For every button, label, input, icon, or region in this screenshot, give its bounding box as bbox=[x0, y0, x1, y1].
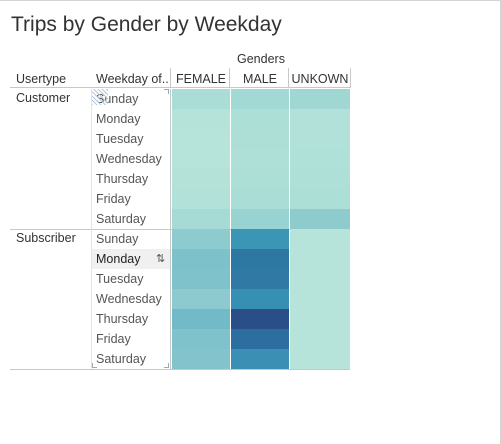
weekday-label[interactable]: Wednesday bbox=[96, 152, 162, 166]
heatmap-cell[interactable] bbox=[231, 129, 289, 149]
row-header-weekday[interactable]: Weekday of.. bbox=[96, 72, 169, 86]
header-col-sep-2 bbox=[229, 68, 230, 88]
heatmap-cell[interactable] bbox=[231, 309, 289, 329]
heatmap-cell[interactable] bbox=[290, 189, 350, 209]
heatmap-cell[interactable] bbox=[172, 169, 230, 189]
weekday-column-edge bbox=[91, 89, 92, 229]
heatmap-cell[interactable] bbox=[290, 129, 350, 149]
heatmap-cell[interactable] bbox=[231, 249, 289, 269]
column-header-unkown[interactable]: UNKOWN bbox=[290, 72, 350, 86]
heatmap-cell[interactable] bbox=[231, 89, 289, 109]
group-label-customer[interactable]: Customer bbox=[16, 91, 70, 105]
frame-top-border bbox=[0, 0, 500, 1]
weekday-label[interactable]: Friday bbox=[96, 192, 131, 206]
heatmap-cell[interactable] bbox=[172, 149, 230, 169]
heatmap-cell[interactable] bbox=[172, 269, 230, 289]
column-header-female[interactable]: FEMALE bbox=[172, 72, 230, 86]
heatmap-cell[interactable] bbox=[290, 229, 350, 249]
heatmap-cell[interactable] bbox=[290, 269, 350, 289]
weekday-label[interactable]: Thursday bbox=[96, 312, 148, 326]
column-group-label: Genders bbox=[237, 52, 285, 66]
sort-icon[interactable]: ⇅ bbox=[156, 252, 165, 265]
heatmap-cell[interactable] bbox=[172, 189, 230, 209]
pane-separator bbox=[170, 89, 171, 229]
heatmap-cell[interactable] bbox=[231, 169, 289, 189]
heatmap-cell[interactable] bbox=[172, 349, 230, 369]
heatmap-cell[interactable] bbox=[290, 309, 350, 329]
weekday-column-edge bbox=[91, 229, 92, 369]
weekday-label[interactable]: Monday bbox=[96, 112, 140, 126]
heatmap-cell[interactable] bbox=[231, 269, 289, 289]
weekday-label[interactable]: Saturday bbox=[96, 212, 146, 226]
row-header-usertype[interactable]: Usertype bbox=[16, 72, 66, 86]
weekday-label[interactable]: Wednesday bbox=[96, 292, 162, 306]
heatmap-cell[interactable] bbox=[231, 329, 289, 349]
heatmap-cell[interactable] bbox=[290, 169, 350, 189]
heatmap-cell[interactable] bbox=[172, 249, 230, 269]
heatmap-cell[interactable] bbox=[290, 249, 350, 269]
heatmap-cell[interactable] bbox=[290, 109, 350, 129]
selection-corner-top-right bbox=[164, 89, 169, 94]
heatmap-cell[interactable] bbox=[172, 329, 230, 349]
chart-title: Trips by Gender by Weekday bbox=[11, 13, 282, 37]
selection-corner-bottom-right bbox=[164, 363, 169, 368]
heatmap-cell[interactable] bbox=[172, 209, 230, 229]
weekday-label[interactable]: Monday bbox=[96, 252, 140, 266]
weekday-label[interactable]: Saturday bbox=[96, 352, 146, 366]
heatmap-cell[interactable] bbox=[290, 209, 350, 229]
heatmap-cell[interactable] bbox=[172, 229, 230, 249]
header-col-sep-1 bbox=[170, 68, 171, 88]
weekday-label[interactable]: Sunday bbox=[96, 232, 138, 246]
weekday-label[interactable]: Tuesday bbox=[96, 272, 143, 286]
heatmap-cell[interactable] bbox=[231, 209, 289, 229]
heatmap-cell[interactable] bbox=[172, 109, 230, 129]
heatmap-cell[interactable] bbox=[290, 349, 350, 369]
heatmap-cell[interactable] bbox=[231, 109, 289, 129]
heatmap-cell[interactable] bbox=[172, 89, 230, 109]
heatmap-cell[interactable] bbox=[231, 189, 289, 209]
selection-hatch-mark bbox=[92, 89, 108, 105]
heatmap-cell[interactable] bbox=[290, 89, 350, 109]
heatmap-cell[interactable] bbox=[231, 229, 289, 249]
heatmap-cell[interactable] bbox=[231, 289, 289, 309]
header-divider bbox=[10, 87, 350, 88]
heatmap-cell[interactable] bbox=[231, 149, 289, 169]
pane-separator bbox=[170, 229, 171, 369]
heatmap-cell[interactable] bbox=[172, 129, 230, 149]
heatmap-cell[interactable] bbox=[231, 349, 289, 369]
heatmap-cell[interactable] bbox=[290, 289, 350, 309]
column-header-male[interactable]: MALE bbox=[231, 72, 289, 86]
group-divider bbox=[10, 369, 350, 370]
header-col-sep-4 bbox=[350, 68, 351, 88]
heatmap-cell[interactable] bbox=[290, 149, 350, 169]
weekday-label[interactable]: Tuesday bbox=[96, 132, 143, 146]
heatmap-cell[interactable] bbox=[172, 289, 230, 309]
heatmap-cell[interactable] bbox=[172, 309, 230, 329]
weekday-label[interactable]: Friday bbox=[96, 332, 131, 346]
heatmap-cell[interactable] bbox=[290, 329, 350, 349]
weekday-label[interactable]: Thursday bbox=[96, 172, 148, 186]
selection-corner-bottom-left bbox=[92, 363, 97, 368]
header-col-sep-3 bbox=[288, 68, 289, 88]
group-label-subscriber[interactable]: Subscriber bbox=[16, 231, 76, 245]
